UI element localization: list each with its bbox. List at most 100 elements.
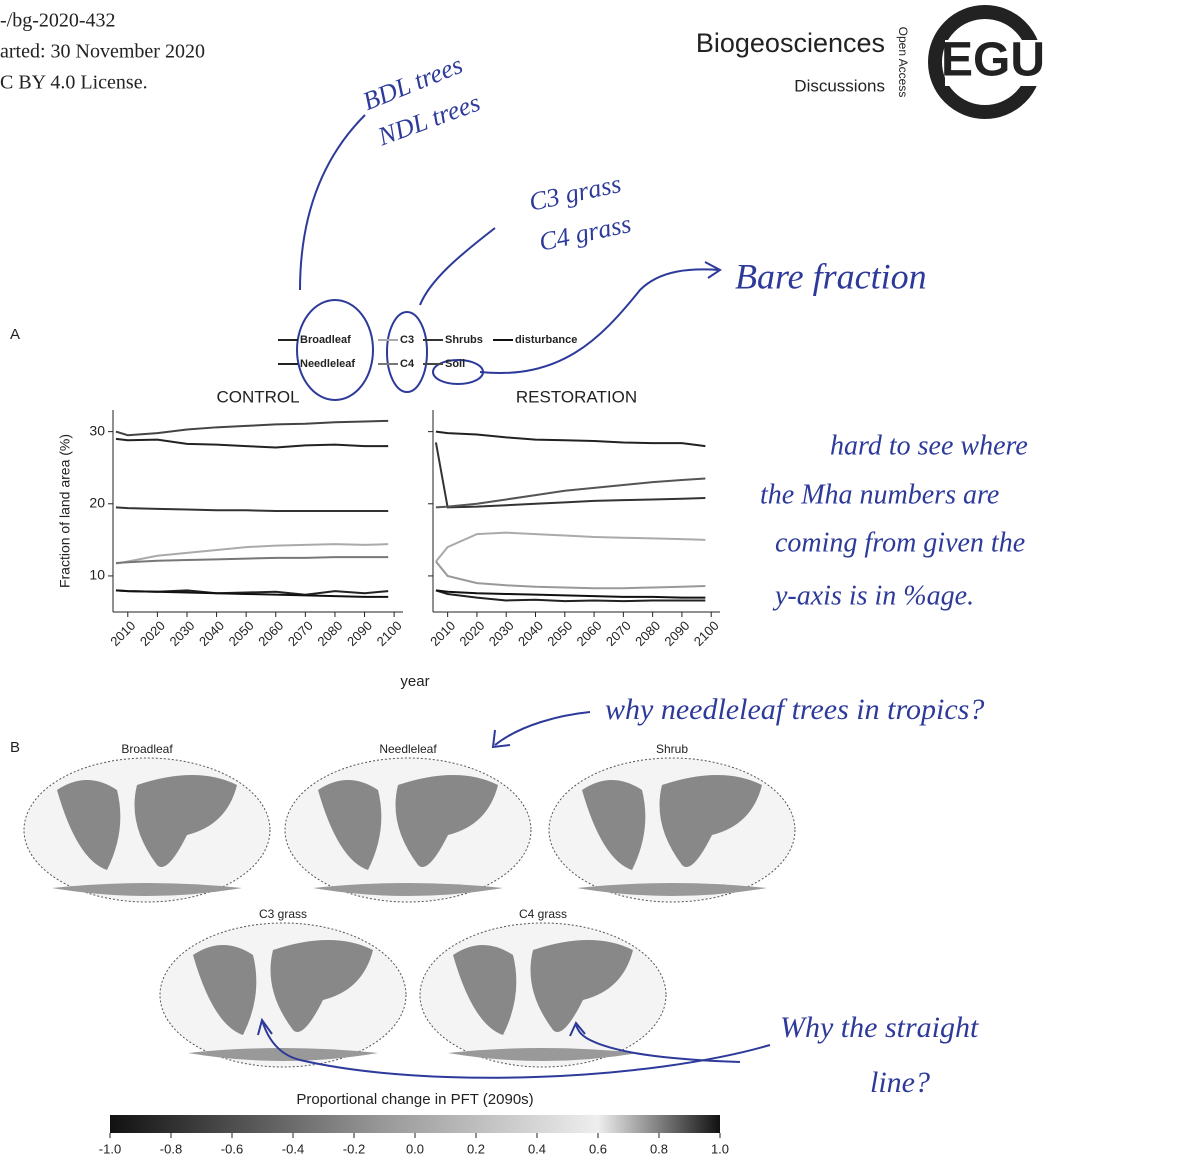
note: Bare fraction bbox=[735, 256, 927, 296]
note: line? bbox=[870, 1066, 930, 1099]
series-line bbox=[435, 589, 706, 599]
legend-label: Soil bbox=[445, 358, 465, 370]
x-tick-label: 2020 bbox=[137, 618, 168, 649]
land bbox=[453, 940, 633, 1035]
ink-arrow bbox=[257, 1017, 771, 1079]
colorbar-tick-label: 0.0 bbox=[406, 1141, 424, 1156]
note: the Mha numbers are bbox=[760, 479, 999, 510]
series-line bbox=[435, 589, 706, 603]
logo-bg bbox=[945, 40, 1045, 86]
x-tick-label: 2070 bbox=[603, 618, 634, 649]
x-axis-label: year bbox=[400, 673, 429, 690]
series-line bbox=[435, 477, 706, 509]
series-line bbox=[115, 543, 389, 565]
antarctica bbox=[448, 1048, 638, 1061]
legend-label: disturbance bbox=[515, 334, 577, 346]
journal: Biogeosciences bbox=[696, 28, 885, 58]
legend-label: C3 bbox=[400, 334, 414, 346]
x-tick-label: 2060 bbox=[255, 618, 286, 649]
colorbar-tick-label: -0.4 bbox=[282, 1141, 304, 1156]
note: hard to see where bbox=[830, 430, 1028, 461]
ink-circle bbox=[296, 299, 374, 401]
open-access: Open Access bbox=[896, 27, 910, 98]
x-tick-label: 2050 bbox=[226, 618, 257, 649]
note: why needleleaf trees in tropics? bbox=[605, 693, 984, 726]
ink-arrow bbox=[419, 227, 496, 306]
y-tick-label: 10 bbox=[89, 567, 105, 583]
series-line bbox=[115, 589, 389, 598]
colorbar-tick-label: -0.6 bbox=[221, 1141, 243, 1156]
panel-label: A bbox=[10, 326, 20, 343]
colorbar-tick-label: 1.0 bbox=[711, 1141, 729, 1156]
x-tick-label: 2100 bbox=[374, 618, 405, 649]
y-tick-label: 20 bbox=[89, 494, 105, 510]
map-title: Broadleaf bbox=[121, 742, 173, 756]
x-tick-label: 2100 bbox=[691, 618, 722, 649]
series-line bbox=[434, 442, 706, 509]
antarctica bbox=[313, 883, 503, 896]
x-tick-label: 2040 bbox=[196, 618, 227, 649]
annotations: BDL trees NDL trees C3 grass C4 grass Ba… bbox=[257, 50, 1028, 1099]
map-title: Shrub bbox=[656, 742, 688, 756]
note: C3 grass bbox=[526, 169, 623, 217]
land bbox=[57, 775, 237, 870]
x-tick-label: 2010 bbox=[107, 618, 138, 649]
ink-arrow bbox=[299, 114, 366, 291]
colorbar-tick-label: -0.8 bbox=[160, 1141, 182, 1156]
ink-arrow bbox=[491, 711, 591, 749]
x-tick-label: 2080 bbox=[632, 618, 663, 649]
chart-title: RESTORATION bbox=[516, 387, 637, 406]
chart-title: CONTROL bbox=[216, 387, 299, 406]
series-line bbox=[435, 430, 706, 448]
note: coming from given the bbox=[775, 527, 1025, 558]
colorbar-tick-label: 0.4 bbox=[528, 1141, 546, 1156]
ink-arrow bbox=[479, 261, 722, 374]
ink-arrow bbox=[569, 1021, 741, 1063]
legend-label: Shrubs bbox=[445, 334, 483, 346]
note: Why the straight bbox=[780, 1011, 979, 1044]
land bbox=[318, 775, 498, 870]
map-title: Needleleaf bbox=[379, 742, 437, 756]
series-line bbox=[435, 531, 706, 563]
series-line bbox=[435, 560, 706, 590]
subjournal: Discussions bbox=[794, 76, 885, 95]
logo: EGU bbox=[941, 34, 1045, 87]
x-tick-label: 2080 bbox=[314, 618, 345, 649]
map-title: C4 grass bbox=[519, 907, 567, 921]
series-line bbox=[115, 556, 389, 564]
x-tick-label: 2060 bbox=[574, 618, 605, 649]
x-tick-label: 2050 bbox=[544, 618, 575, 649]
y-tick-label: 30 bbox=[89, 422, 105, 438]
x-tick-label: 2090 bbox=[661, 618, 692, 649]
colorbar bbox=[110, 1115, 720, 1133]
colorbar-tick-label: 0.2 bbox=[467, 1141, 485, 1156]
y-axis-label: Fraction of land area (%) bbox=[57, 434, 73, 588]
colorbar-tick-label: -1.0 bbox=[99, 1141, 121, 1156]
x-tick-label: 2030 bbox=[486, 618, 517, 649]
maps: Broadleaf Needleleaf Shrub C3 grass C4 grass bbox=[23, 742, 796, 1068]
antarctica bbox=[52, 883, 242, 896]
x-tick-label: 2090 bbox=[344, 618, 375, 649]
colorbar-tick-label: 0.8 bbox=[650, 1141, 668, 1156]
x-tick-label: 2010 bbox=[427, 618, 458, 649]
note: y-axis is in %age. bbox=[772, 580, 974, 611]
legend-label: Broadleaf bbox=[300, 334, 351, 346]
header-line: -/bg-2020-432 bbox=[0, 10, 116, 32]
antarctica bbox=[188, 1048, 378, 1061]
land bbox=[193, 940, 373, 1035]
x-tick-label: 2040 bbox=[515, 618, 546, 649]
header-line: C BY 4.0 License. bbox=[0, 72, 148, 94]
map-title: C3 grass bbox=[259, 907, 307, 921]
ink-circle bbox=[386, 311, 428, 393]
colorbar-tick-label: 0.6 bbox=[589, 1141, 607, 1156]
x-tick-label: 2070 bbox=[285, 618, 316, 649]
colorbar-tick-label: -0.2 bbox=[343, 1141, 365, 1156]
x-tick-label: 2020 bbox=[456, 618, 487, 649]
antarctica bbox=[577, 883, 767, 896]
colorbar-title: Proportional change in PFT (2090s) bbox=[296, 1091, 533, 1108]
series-line bbox=[115, 506, 389, 512]
header-line: arted: 30 November 2020 bbox=[0, 41, 205, 63]
series-line bbox=[115, 419, 389, 437]
series-line bbox=[115, 437, 389, 449]
